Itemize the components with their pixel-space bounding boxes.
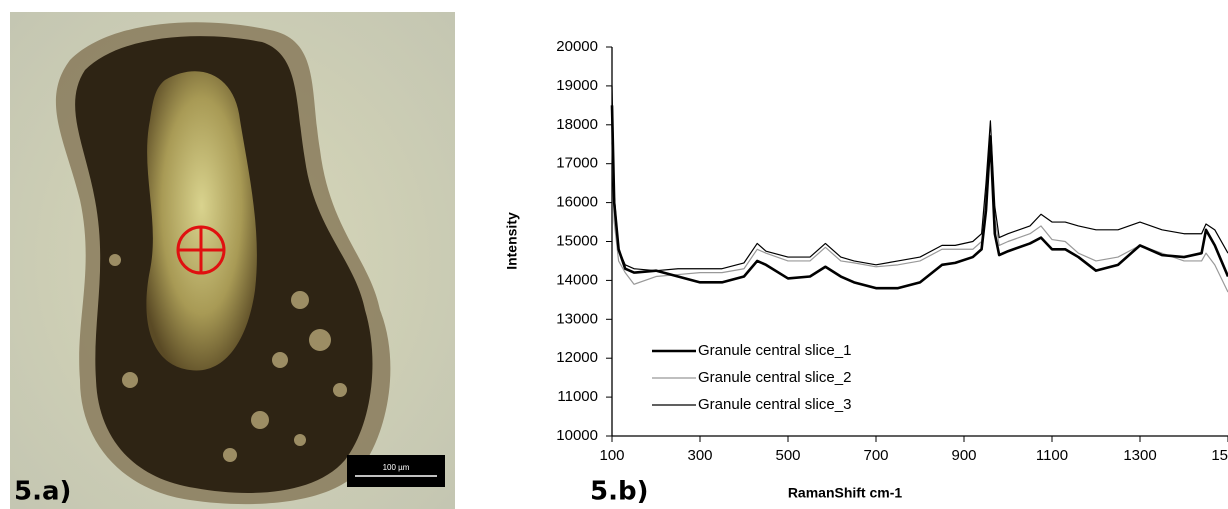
y-tick-label: 18000 bbox=[556, 116, 598, 133]
x-tick-label: 1300 bbox=[1123, 447, 1156, 464]
x-tick-label: 1500 bbox=[1211, 447, 1228, 464]
y-tick-label: 15000 bbox=[556, 232, 598, 249]
granule-speckles bbox=[109, 254, 347, 462]
y-tick-label: 10000 bbox=[556, 427, 598, 444]
granule-core bbox=[146, 71, 257, 371]
x-tick-label: 700 bbox=[863, 447, 888, 464]
y-tick-label: 20000 bbox=[556, 38, 598, 55]
y-tick-label: 14000 bbox=[556, 271, 598, 288]
panel-label: 5.b) bbox=[590, 477, 648, 507]
y-tick-label: 17000 bbox=[556, 155, 598, 172]
x-tick-label: 300 bbox=[687, 447, 712, 464]
legend-label: Granule central slice_2 bbox=[698, 369, 851, 386]
micrograph: 100 µm 5.a) bbox=[10, 12, 455, 509]
y-tick-label: 11000 bbox=[557, 388, 598, 405]
panel-label: 5.a) bbox=[14, 477, 71, 507]
x-axis-title: RamanShift cm-1 bbox=[788, 485, 903, 501]
y-tick-label: 13000 bbox=[556, 310, 598, 327]
series-line bbox=[611, 144, 1228, 293]
x-tick-label: 500 bbox=[775, 447, 800, 464]
y-tick-label: 12000 bbox=[556, 349, 598, 366]
y-axis-title: Intensity bbox=[504, 212, 520, 270]
y-tick-label: 16000 bbox=[556, 194, 598, 211]
y-tick-label: 19000 bbox=[556, 77, 598, 94]
legend-label: Granule central slice_3 bbox=[698, 396, 851, 413]
legend-label: Granule central slice_1 bbox=[698, 342, 851, 359]
target-marker bbox=[176, 225, 226, 275]
series-line bbox=[610, 105, 1228, 290]
series-line bbox=[611, 85, 1228, 272]
scale-bar-label: 100 µm bbox=[383, 463, 410, 472]
x-tick-label: 100 bbox=[599, 447, 624, 464]
x-tick-label: 900 bbox=[951, 447, 976, 464]
x-tick-label: 1100 bbox=[1036, 447, 1068, 464]
scale-bar-box bbox=[347, 455, 445, 487]
